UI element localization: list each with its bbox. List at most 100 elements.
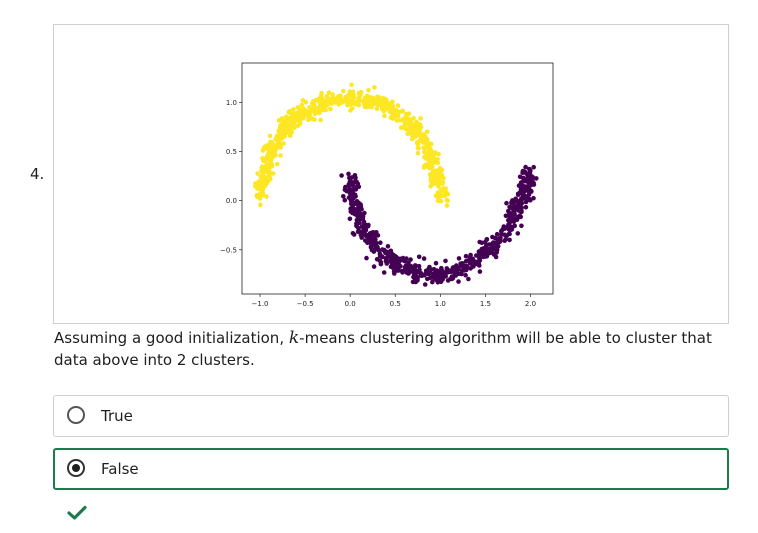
point-yellow: [310, 101, 315, 106]
point-purple: [494, 231, 500, 237]
point-yellow: [298, 108, 304, 113]
option-true[interactable]: True: [53, 395, 729, 437]
point-purple: [512, 223, 517, 229]
point-yellow: [287, 125, 292, 130]
point-yellow: [313, 97, 319, 103]
point-yellow: [387, 109, 393, 115]
point-purple: [452, 271, 458, 277]
point-yellow: [415, 150, 421, 156]
point-purple: [349, 175, 355, 180]
point-purple: [433, 260, 439, 266]
point-purple: [463, 272, 468, 278]
point-purple: [418, 271, 424, 276]
point-purple: [346, 182, 352, 188]
point-yellow: [425, 145, 430, 151]
point-purple: [361, 219, 367, 225]
point-yellow: [350, 97, 356, 102]
point-purple: [440, 277, 446, 282]
point-yellow: [267, 170, 272, 175]
point-purple: [530, 178, 535, 183]
radio-selected-dot: [72, 464, 80, 472]
point-yellow: [376, 98, 381, 103]
point-purple: [448, 269, 453, 275]
point-yellow: [428, 141, 434, 147]
point-yellow: [281, 121, 287, 127]
point-yellow: [389, 103, 395, 109]
point-yellow: [400, 125, 405, 130]
point-purple: [502, 232, 507, 238]
points-layer: [252, 82, 539, 287]
point-purple: [376, 247, 382, 253]
point-yellow: [435, 190, 441, 195]
point-yellow: [382, 113, 387, 119]
point-purple: [371, 264, 377, 269]
x-tick-label: 1.0: [435, 300, 446, 308]
point-purple: [519, 197, 524, 203]
point-purple: [507, 210, 512, 216]
point-purple: [341, 194, 346, 199]
point-purple: [515, 231, 521, 236]
point-purple: [444, 266, 450, 271]
scatter-chart: −1.0 −0.5 0.0 0.5 1.0 1.5 2.0 1.0 0.5 0.0 −0.5: [220, 62, 554, 308]
point-yellow: [439, 167, 445, 173]
point-purple: [384, 261, 390, 266]
point-yellow: [391, 108, 397, 113]
point-purple: [359, 235, 365, 240]
point-purple: [507, 219, 513, 225]
point-yellow: [368, 95, 373, 100]
k-variable: k: [288, 328, 300, 348]
point-purple: [371, 247, 377, 253]
point-purple: [464, 263, 469, 269]
point-yellow: [258, 191, 264, 196]
point-purple: [368, 232, 373, 237]
point-purple: [528, 168, 533, 173]
point-purple: [435, 280, 441, 285]
radio-true[interactable]: [67, 406, 85, 424]
point-purple: [412, 278, 417, 284]
point-yellow: [432, 160, 438, 165]
point-yellow: [319, 90, 324, 96]
point-purple: [396, 262, 402, 267]
x-tick-label: 2.0: [525, 300, 536, 308]
option-false[interactable]: False: [53, 448, 729, 490]
point-purple: [519, 223, 524, 229]
point-yellow: [312, 117, 317, 122]
point-purple: [443, 258, 448, 264]
point-yellow: [324, 94, 330, 99]
point-yellow: [374, 106, 380, 112]
point-purple: [348, 192, 354, 197]
point-yellow: [301, 115, 306, 121]
point-yellow: [429, 162, 434, 167]
point-yellow: [329, 96, 334, 102]
point-purple: [455, 266, 461, 272]
point-purple: [375, 233, 381, 238]
point-purple: [378, 261, 384, 267]
point-purple: [463, 267, 469, 272]
point-purple: [350, 199, 355, 205]
point-purple: [501, 225, 506, 231]
point-purple: [358, 216, 364, 222]
point-yellow: [287, 133, 293, 138]
point-yellow: [422, 149, 427, 155]
point-yellow: [441, 192, 447, 198]
point-yellow: [409, 120, 414, 126]
point-yellow: [412, 134, 417, 139]
point-yellow: [415, 145, 421, 151]
point-purple: [384, 249, 390, 255]
point-yellow: [260, 167, 265, 173]
point-yellow: [430, 171, 435, 176]
radio-false[interactable]: [67, 459, 85, 477]
point-purple: [346, 171, 351, 177]
point-purple: [412, 265, 418, 271]
point-purple: [509, 215, 515, 220]
point-purple: [494, 241, 500, 246]
point-yellow: [268, 139, 273, 145]
point-yellow: [299, 102, 305, 108]
point-yellow: [297, 111, 303, 117]
point-purple: [364, 255, 369, 261]
question-text: Assuming a good initialization, k-means …: [54, 327, 734, 371]
point-yellow: [445, 198, 451, 203]
point-purple: [389, 250, 394, 256]
point-yellow: [264, 194, 269, 199]
point-yellow: [273, 137, 278, 142]
